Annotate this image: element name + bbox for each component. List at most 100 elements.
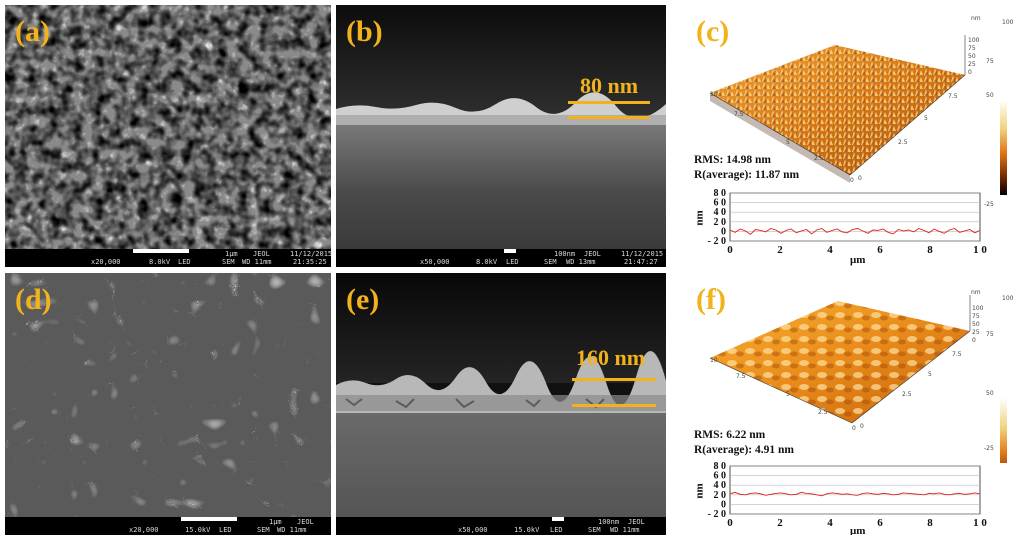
panel-c-z-unit: nm (971, 15, 981, 22)
panel-c-z-tick-5: 0 (968, 69, 972, 76)
panel-c-y-tick-label: 4 0 (714, 207, 727, 218)
panel-c-z-tick-4: 25 (968, 61, 976, 68)
panel-c-x-axis-7-5: 7.5 (734, 111, 744, 118)
panel-d-grain-texture (5, 273, 331, 517)
panel-f-profile-frame (729, 465, 981, 515)
panel-f-profile-line (729, 491, 981, 497)
panel-f-z-tick-4: 25 (972, 329, 980, 336)
panel-c-x-axis-5: 5 (786, 139, 790, 146)
panel-e-sem-cross-section: (e) 160 nm x50,000 15.0kV LED SEM WD 11m… (336, 273, 666, 535)
panel-f-x-axis-2-5: 2.5 (818, 409, 828, 416)
panel-f-y-tick-label: 6 0 (714, 471, 727, 482)
panel-e-voltage: 15.0kV (514, 526, 540, 534)
panel-f-z-tick-3: 50 (972, 321, 980, 328)
panel-b-scale-bar (504, 249, 516, 253)
panel-f-y-axis-7-5: 7.5 (952, 351, 962, 358)
panel-c-y-axis-2-5: 2.5 (898, 139, 908, 146)
panel-e-scale-label: 100nm (598, 518, 620, 526)
panel-c-y-tick-label: 2 0 (714, 217, 727, 228)
panel-c-z-tick-1: 100 (968, 37, 980, 44)
panel-c-x-tick-label: 0 (727, 244, 733, 256)
panel-c-line-profile: 8 06 04 02 00- 2 00 2 4 6 8 1 0 (708, 188, 988, 256)
panel-a-scale-label: 1μm (225, 250, 238, 258)
panel-b-time: 21:47:27 (624, 258, 658, 266)
panel-c-x-unit: μm (850, 254, 866, 266)
panel-f-x-unit: μm (850, 525, 866, 535)
panel-b-label: (b) (346, 15, 383, 48)
panel-c-y-axis-0: 0 (858, 175, 862, 182)
panel-f-x-tick-label: 6 (877, 517, 883, 529)
panel-f-x-axis-10: 10 (710, 357, 718, 364)
panel-a-date: 11/12/2015 (290, 250, 331, 258)
panel-a-wd: WD 11mm (242, 258, 272, 266)
panel-b-thickness-bottom-line (568, 116, 650, 119)
panel-f-line-profile: 8 06 04 02 00- 2 00 2 4 6 8 1 0 (708, 461, 988, 529)
panel-f-x-tick-label: 0 (727, 517, 733, 529)
panel-c-x-tick-label: 4 (827, 244, 833, 256)
panel-d-info-bar: x20,000 15.0kV LED SEM WD 11mm 1μm JEOL (5, 517, 331, 535)
panel-f-y-tick-label: 8 0 (714, 461, 727, 472)
panel-d-detector: LED (219, 526, 232, 534)
panel-f-x-tick-label: 8 (927, 517, 933, 529)
panel-f-afm: (f) nm 100 100 (690, 273, 1020, 536)
panel-f-colorbar-neg: -25 (984, 445, 994, 452)
panel-c-x-tick-label: 6 (877, 244, 883, 256)
panel-e-magnification: x50,000 (458, 526, 488, 534)
panel-b-detector: LED (506, 258, 519, 266)
panel-f-z-tick-1: 100 (972, 305, 984, 312)
panel-e-cross-section-image (336, 273, 666, 517)
panel-c-profile-line (729, 227, 981, 235)
panel-c-y-unit: nm (693, 210, 706, 226)
panel-f-z-tick-5: 0 (972, 337, 976, 344)
panel-c-y-tick-label: 8 0 (714, 188, 727, 199)
panel-c-colorbar-top: 100 (1002, 19, 1014, 26)
panel-b-thickness-label: 80 nm (580, 73, 639, 98)
panel-c-y-tick-label: 6 0 (714, 198, 727, 209)
panel-e-scale-bar (552, 517, 564, 521)
panel-c-y-tick-label: 0 (721, 226, 726, 237)
panel-e-thickness-label: 160 nm (576, 345, 646, 370)
panel-c-z-tick-2: 75 (968, 45, 976, 52)
panel-d-voltage: 15.0kV (185, 526, 211, 534)
panel-e-thickness-top-line (572, 378, 656, 381)
panel-c-y-axis-7-5: 7.5 (948, 93, 958, 100)
panel-a-brand: JEOL (253, 250, 270, 258)
panel-c-x-tick-label: 1 0 (973, 244, 987, 256)
panel-c-afm-surface (709, 35, 1007, 195)
panel-b-magnification: x50,000 (420, 258, 450, 266)
panel-c-colorbar-75: 75 (986, 58, 994, 65)
panel-c-afm: (c) nm 100 (690, 5, 1020, 267)
panel-c-x-axis-2-5: 2.5 (814, 155, 824, 162)
panel-d-scale-label: 1μm (269, 518, 282, 526)
panel-f-y-axis-2-5: 2.5 (902, 391, 912, 398)
panel-f-colorbar-50: 50 (986, 390, 994, 397)
panel-c-x-axis-0: 0 (850, 177, 854, 184)
panel-d-wd: WD 11mm (277, 526, 307, 534)
panel-b-mode: SEM (544, 258, 557, 266)
panel-f-z-tick-2: 75 (972, 313, 980, 320)
panel-f-colorbar-top: 100 (1002, 295, 1014, 302)
panel-c-y-tick-label: - 2 0 (708, 236, 726, 247)
panel-f-x-tick-label: 2 (777, 517, 783, 529)
panel-c-ravg: R(average): 11.87 nm (694, 169, 800, 181)
panel-a-sem-image: (a) x20,000 8.0kV LED SEM WD 11mm 1μm JE… (5, 5, 331, 267)
panel-f-y-axis-5: 5 (928, 371, 932, 378)
panel-d-magnification: x20,000 (129, 526, 159, 534)
panel-c-colorbar-50: 50 (986, 92, 994, 99)
panel-a-voltage: 8.0kV (149, 258, 171, 266)
panel-a-info-bar: x20,000 8.0kV LED SEM WD 11mm 1μm JEOL 1… (5, 249, 331, 267)
panel-f-x-axis-5: 5 (786, 391, 790, 398)
panel-f-x-tick-label: 1 0 (973, 517, 987, 529)
panel-c-rms: RMS: 14.98 nm (694, 154, 771, 166)
panel-f-x-axis-7-5: 7.5 (736, 373, 746, 380)
panel-b-date: 11/12/2015 (621, 250, 664, 258)
panel-a-mode: SEM (222, 258, 235, 266)
panel-a-detector: LED (178, 258, 191, 266)
panel-f-afm-surface (709, 295, 1007, 463)
panel-c-x-tick-label: 2 (777, 244, 783, 256)
panel-f-label: (f) (696, 283, 726, 316)
panel-e-wd: WD 11mm (610, 526, 640, 534)
panel-b-voltage: 8.0kV (476, 258, 498, 266)
panel-c-z-tick-3: 50 (968, 53, 976, 60)
panel-b-sem-cross-section: (b) 80 nm x50,000 8.0kV LED SEM WD 13mm … (336, 5, 666, 267)
